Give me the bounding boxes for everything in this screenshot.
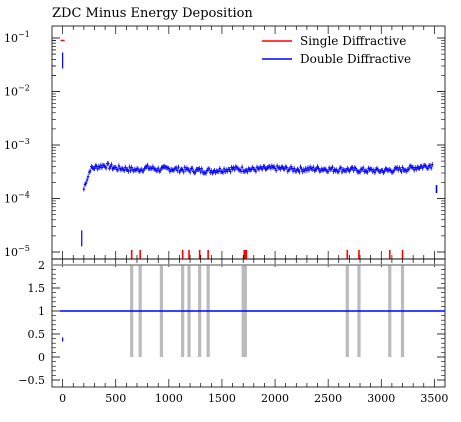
x-tick-label: 0	[59, 392, 66, 405]
x-tick-label: 3500	[420, 392, 448, 405]
main-panel: 10−5 10−4 10−3 10−2 10−1	[4, 25, 446, 260]
legend-label-double: Double Diffractive	[300, 52, 411, 66]
ratio-y-tick-label: 1	[38, 305, 45, 318]
x-tick-label: 3000	[367, 392, 395, 405]
ratio-y-axis: −0.5 0 0.5 1 1.5 2	[18, 259, 445, 387]
x-tick-label: 500	[105, 392, 126, 405]
legend-label-single: Single Diffractive	[300, 34, 406, 48]
ratio-y-tick-label: −0.5	[18, 374, 45, 387]
main-data-marks	[60, 39, 438, 259]
main-y-tick-label: 10−1	[4, 30, 30, 45]
main-y-tick-label: 10−3	[4, 137, 30, 152]
ratio-y-tick-label: 2	[38, 259, 45, 272]
main-x-ticks	[62, 26, 435, 259]
main-y-axis: 10−5 10−4 10−3 10−2 10−1	[4, 30, 445, 259]
main-y-tick-label: 10−5	[4, 244, 30, 259]
main-y-tick-label: 10−2	[4, 84, 30, 99]
x-tick-label: 1000	[155, 392, 183, 405]
main-y-tick-label: 10−4	[4, 191, 30, 206]
x-tick-label: 1500	[208, 392, 236, 405]
ratio-x-axis: 0 500 1000 1500 2000 2500 3000 3500	[59, 259, 448, 405]
ratio-y-tick-label: 1.5	[28, 282, 46, 295]
ratio-frame	[51, 258, 446, 388]
ratio-y-tick-label: 0	[38, 351, 45, 364]
ratio-panel: −0.5 0 0.5 1 1.5 2 0 500 1000 1500 2000 2500 3000 35…	[18, 258, 448, 405]
x-tick-label: 2000	[261, 392, 289, 405]
x-tick-label: 2500	[314, 392, 342, 405]
ratio-y-tick-label: 0.5	[28, 328, 46, 341]
ratio-data-marks	[52, 264, 445, 357]
legend: Single Diffractive Double Diffractive	[262, 34, 411, 66]
chart-title: ZDC Minus Energy Deposition	[52, 6, 253, 21]
